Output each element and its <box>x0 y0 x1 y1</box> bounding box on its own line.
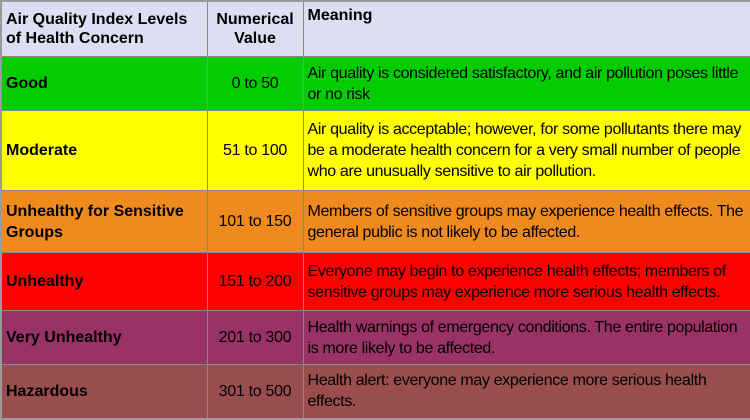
meaning-cell: Air quality is acceptable; however, for … <box>302 110 750 191</box>
meaning-cell: Members of sensitive groups may experien… <box>302 190 750 253</box>
table-row: Unhealthy 151 to 200 Everyone may begin … <box>0 252 750 311</box>
level-cell: Good <box>0 56 208 111</box>
table-row: Hazardous 301 to 500 Health alert: every… <box>0 364 750 419</box>
level-cell: Very Unhealthy <box>0 310 208 365</box>
meaning-cell: Air quality is considered satisfactory, … <box>302 56 750 111</box>
value-cell: 151 to 200 <box>206 252 304 311</box>
level-cell: Hazardous <box>0 364 208 419</box>
level-cell: Unhealthy for Sensitive Groups <box>0 190 208 253</box>
level-cell: Moderate <box>0 110 208 191</box>
level-cell: Unhealthy <box>0 252 208 311</box>
header-meaning: Meaning <box>302 0 750 57</box>
meaning-cell: Everyone may begin to experience health … <box>302 252 750 311</box>
value-cell: 301 to 500 <box>206 364 304 419</box>
header-value: Numerical Value <box>206 0 304 57</box>
meaning-cell: Health warnings of emergency conditions.… <box>302 310 750 365</box>
value-cell: 101 to 150 <box>206 190 304 253</box>
header-row: Air Quality Index Levels of Health Conce… <box>0 0 750 57</box>
value-cell: 201 to 300 <box>206 310 304 365</box>
table-row: Good 0 to 50 Air quality is considered s… <box>0 56 750 111</box>
header-level: Air Quality Index Levels of Health Conce… <box>0 0 208 57</box>
value-cell: 0 to 50 <box>206 56 304 111</box>
table-row: Very Unhealthy 201 to 300 Health warning… <box>0 310 750 365</box>
table-row: Moderate 51 to 100 Air quality is accept… <box>0 110 750 191</box>
value-cell: 51 to 100 <box>206 110 304 191</box>
meaning-cell: Health alert: everyone may experience mo… <box>302 364 750 419</box>
table-row: Unhealthy for Sensitive Groups 101 to 15… <box>0 190 750 253</box>
